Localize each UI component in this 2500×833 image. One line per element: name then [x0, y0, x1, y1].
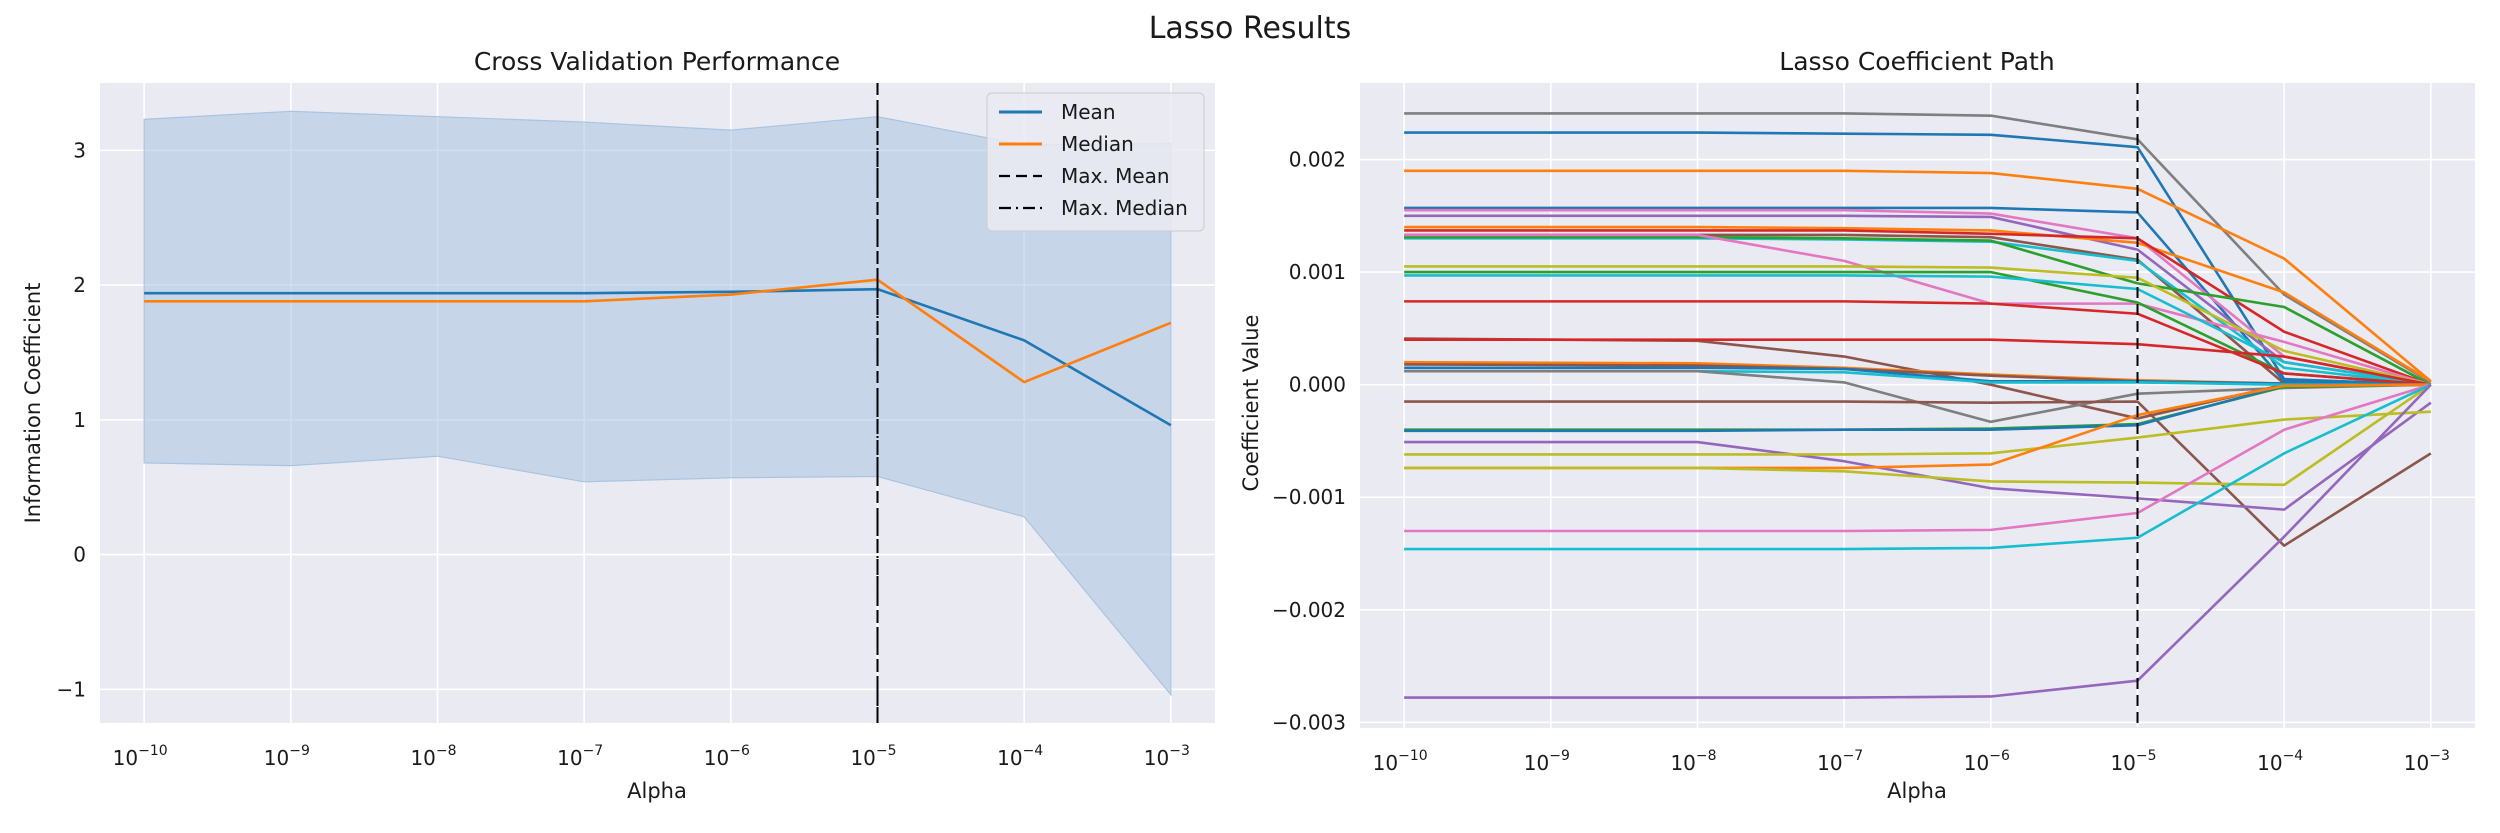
- path-x-ticks: 10−10 10−9 10−8 10−7 10−6 10−5 10−4 10−3: [1373, 748, 2450, 775]
- path-y-tick-label: −0.002: [1272, 598, 1346, 622]
- path-x-tick-label: 10−4: [2257, 748, 2303, 775]
- path-y-tick-label: −0.001: [1272, 485, 1346, 509]
- path-series-line: [1404, 225, 2432, 383]
- cv-y-tick-label: 0: [73, 543, 86, 567]
- cv-legend: Mean Median Max. Mean Max. Median: [986, 92, 1205, 232]
- cv-y-tick-label: 2: [73, 273, 86, 297]
- path-series-line: [1404, 169, 2432, 383]
- cv-legend-box: [986, 92, 1205, 232]
- cv-series-line: [144, 287, 1172, 427]
- path-plot-area: [1360, 83, 2475, 728]
- path-y-axis-label: Coefficient Value: [1239, 315, 1263, 492]
- path-y-ticks: −0.003 −0.002 −0.001 0.000 0.001 0.002: [1272, 148, 1346, 735]
- path-series-line: [1404, 338, 2432, 386]
- path-x-axis-label: Alpha: [1887, 779, 1947, 803]
- path-series-line: [1404, 265, 2432, 386]
- path-y-tick-label: 0.002: [1289, 148, 1346, 172]
- cv-y-ticks: −1 0 1 2 3: [57, 138, 86, 701]
- path-series-line: [1404, 383, 2432, 533]
- cv-confidence-band: [143, 110, 1172, 697]
- path-series-line: [1404, 274, 2432, 386]
- path-series-line: [1404, 410, 2431, 456]
- path-y-tick-label: 0.001: [1289, 260, 1346, 284]
- path-series-group: [1404, 112, 2432, 699]
- legend-max-mean-label: Max. Mean: [1061, 164, 1170, 188]
- legend-median-label: Median: [1061, 132, 1134, 156]
- cv-y-tick-label: 3: [73, 138, 86, 162]
- path-chart-title: Lasso Coefficient Path: [1779, 47, 2054, 76]
- path-series-line: [1404, 383, 2432, 487]
- cv-series-group: [144, 278, 1172, 427]
- path-y-tick-label: 0.000: [1289, 373, 1346, 397]
- path-series-line: [1404, 235, 2432, 386]
- cross-validation-panel: Cross Validation Performance −1 0 1 2 3 10−1…: [21, 47, 1215, 803]
- path-series-line: [1404, 229, 2432, 386]
- path-y-tick-label: −0.003: [1272, 710, 1346, 734]
- coefficient-path-panel: Lasso Coefficient Path −0.003−0.002−0.00…: [1239, 47, 2475, 803]
- cv-y-tick-label: 1: [73, 408, 86, 432]
- path-series-line: [1404, 400, 2432, 547]
- cv-series-line: [144, 278, 1172, 384]
- path-series-line: [1404, 383, 2432, 699]
- cv-x-ticks: 10−10 10−9 10−8 10−7 10−6 10−5 10−4 10−3: [113, 743, 1190, 770]
- cv-y-axis-label: Information Coefficient: [21, 283, 45, 524]
- cv-x-axis-label: Alpha: [627, 779, 687, 803]
- path-series-line: [1404, 383, 2432, 551]
- cv-band-group: [143, 110, 1172, 697]
- legend-mean-label: Mean: [1061, 100, 1116, 124]
- cv-y-tick-label: −1: [57, 677, 86, 701]
- path-series-line: [1404, 206, 2431, 386]
- cv-x-tick-label: 10−6: [704, 743, 750, 770]
- path-series-line: [1404, 112, 2432, 384]
- cv-chart-title: Cross Validation Performance: [474, 47, 840, 76]
- legend-max-median-label: Max. Median: [1061, 196, 1188, 220]
- path-series-line: [1404, 300, 2431, 386]
- figure-title: Lasso Results: [1149, 11, 1352, 46]
- path-series-line: [1404, 401, 2432, 511]
- cv-x-tick-label: 10−9: [264, 743, 310, 770]
- path-series-line: [1404, 131, 2431, 386]
